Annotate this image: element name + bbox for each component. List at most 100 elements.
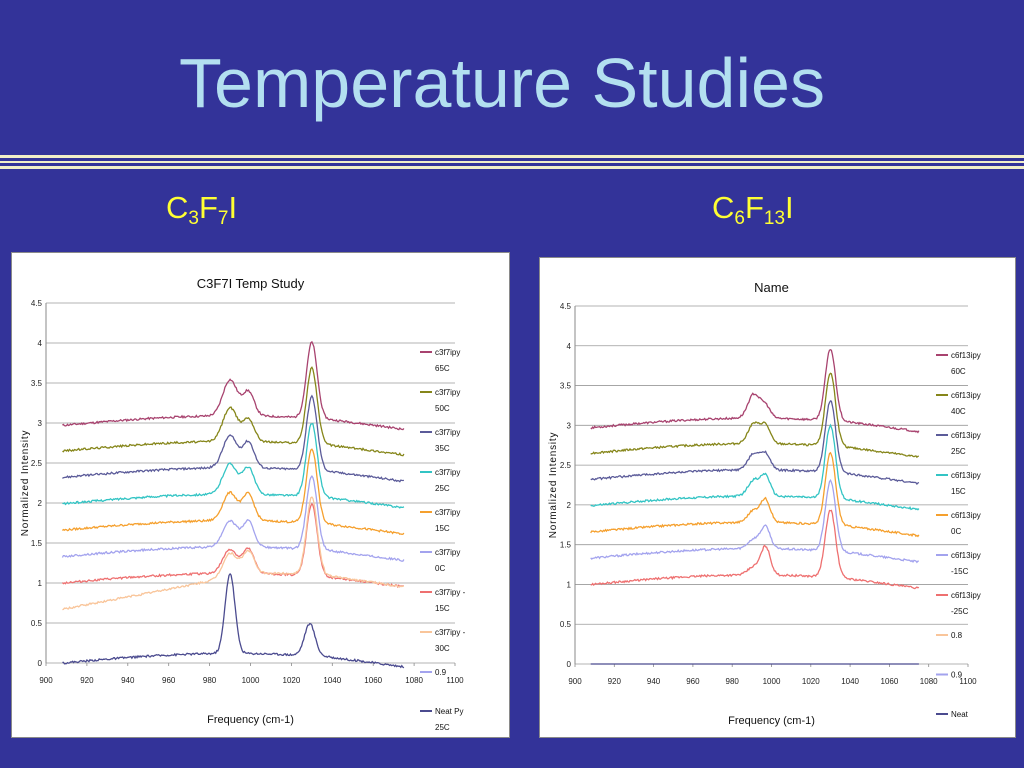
formula-text: I [228, 190, 238, 225]
legend-label: 15C [951, 487, 966, 496]
right-chart: Name 0 0.5 1 1.5 2 2.5 3 3.5 4 4.5 900 920 940 960 980 1… [548, 280, 981, 727]
y-tick-label: 1.5 [31, 539, 43, 548]
legend-label: c6f13ipy [951, 391, 981, 400]
legend-label: 60C [951, 367, 966, 376]
formula-subscript: 7 [217, 208, 229, 229]
x-tick-label: 1000 [763, 677, 781, 686]
series-line [61, 502, 404, 589]
x-tick-label: 900 [39, 676, 53, 685]
x-tick-label: 1060 [881, 677, 899, 686]
x-tick-label: 1000 [242, 676, 260, 685]
divider-line [0, 166, 1024, 169]
legend-label: 25C [951, 447, 966, 456]
legend-label: c3f7ipy [435, 428, 460, 437]
legend-label: c3f7ipy - [435, 588, 466, 597]
legend-label: 0C [435, 564, 445, 573]
series-line [61, 474, 405, 562]
legend-label: 35C [435, 444, 450, 453]
legend-label: 0.8 [951, 631, 963, 640]
y-tick-label: 4 [567, 342, 572, 351]
legend-label: c6f13ipy [951, 511, 981, 520]
legend-label: Neat [951, 710, 969, 719]
x-axis-label: Frequency (cm-1) [728, 715, 815, 727]
x-tick-label: 900 [568, 677, 582, 686]
legend-label: c6f13ipy [951, 351, 981, 360]
y-tick-label: 4 [38, 339, 43, 348]
y-axis-label: Normalized Intensity [548, 432, 559, 539]
series-line [62, 394, 404, 483]
x-tick-label: 940 [121, 676, 135, 685]
right-formula-heading: C6F13I [712, 190, 794, 230]
legend-label: c3f7ipy [435, 388, 460, 397]
y-tick-label: 1 [38, 579, 43, 588]
legend-label: 50C [435, 404, 450, 413]
legend-label: 0C [951, 527, 961, 536]
divider-line [0, 161, 1024, 163]
y-tick-label: 0.5 [31, 619, 43, 628]
y-tick-label: 2 [38, 499, 43, 508]
y-tick-label: 2.5 [31, 459, 43, 468]
left-chart: C3F7I Temp Study 0 0.5 1 1.5 2 2.5 3 3.5 4 4.5 900 9… [20, 276, 466, 732]
x-tick-label: 1020 [283, 676, 301, 685]
left-chart-panel: C3F7I Temp Study 0 0.5 1 1.5 2 2.5 3 3.5 4 4.5 900 9… [11, 252, 510, 738]
series-line [61, 448, 405, 535]
formula-text: F [744, 190, 764, 225]
legend-label: 40C [951, 407, 966, 416]
series-line [590, 451, 920, 538]
y-tick-label: 2.5 [560, 461, 572, 470]
formula-text: C [166, 190, 189, 225]
legend-label: 15C [435, 524, 450, 533]
x-tick-label: 1040 [841, 677, 859, 686]
x-tick-label: 1080 [405, 676, 423, 685]
series-line [590, 509, 920, 590]
y-tick-label: 0.5 [560, 620, 572, 629]
series-line [590, 400, 920, 485]
legend-label: c3f7ipy [435, 348, 460, 357]
series-line [62, 572, 405, 669]
formula-subscript: 13 [763, 208, 786, 229]
y-tick-label: 0 [567, 660, 572, 669]
formula-subscript: 3 [188, 208, 199, 229]
x-tick-label: 980 [726, 677, 740, 686]
legend-label: c6f13ipy [951, 551, 981, 560]
y-tick-label: 4.5 [560, 302, 572, 311]
series-line [590, 372, 920, 459]
y-tick-label: 2 [567, 501, 572, 510]
x-tick-label: 960 [686, 677, 700, 686]
series-line [590, 348, 920, 434]
left-formula-heading: C3F7I [166, 190, 237, 230]
legend-label: 0.9 [951, 671, 963, 680]
x-tick-label: 920 [608, 677, 622, 686]
legend-label: -15C [951, 567, 969, 576]
x-tick-label: 1100 [446, 676, 464, 685]
x-tick-label: 960 [162, 676, 176, 685]
legend-label: 65C [435, 364, 450, 373]
series-line [62, 496, 405, 611]
y-tick-label: 1.5 [560, 541, 572, 550]
formula-text: F [198, 190, 218, 225]
series-line [62, 422, 405, 509]
chart-title: C3F7I Temp Study [197, 276, 305, 291]
formula-subscript: 6 [734, 208, 745, 229]
y-tick-label: 3 [567, 421, 572, 430]
legend-label: -25C [951, 607, 969, 616]
right-chart-panel: Name 0 0.5 1 1.5 2 2.5 3 3.5 4 4.5 900 920 940 960 980 1… [539, 257, 1016, 738]
divider-line [0, 155, 1024, 158]
legend-label: Neat Py [435, 707, 463, 716]
legend-label: c6f13ipy [951, 431, 981, 440]
legend-label: c3f7ipy - [435, 628, 466, 637]
y-tick-label: 4.5 [31, 299, 43, 308]
y-tick-label: 3.5 [560, 382, 572, 391]
series-line [590, 479, 919, 564]
legend-label: c6f13ipy [951, 591, 981, 600]
legend-label: 25C [435, 723, 450, 732]
x-tick-label: 920 [80, 676, 94, 685]
legend-label: 30C [435, 644, 450, 653]
x-tick-label: 1060 [364, 676, 382, 685]
y-tick-label: 1 [567, 580, 572, 589]
formula-text: C [712, 190, 735, 225]
x-tick-label: 1040 [323, 676, 341, 685]
x-axis-label: Frequency (cm-1) [207, 714, 294, 726]
x-tick-label: 1100 [959, 677, 977, 686]
legend-label: c6f13ipy [951, 471, 981, 480]
